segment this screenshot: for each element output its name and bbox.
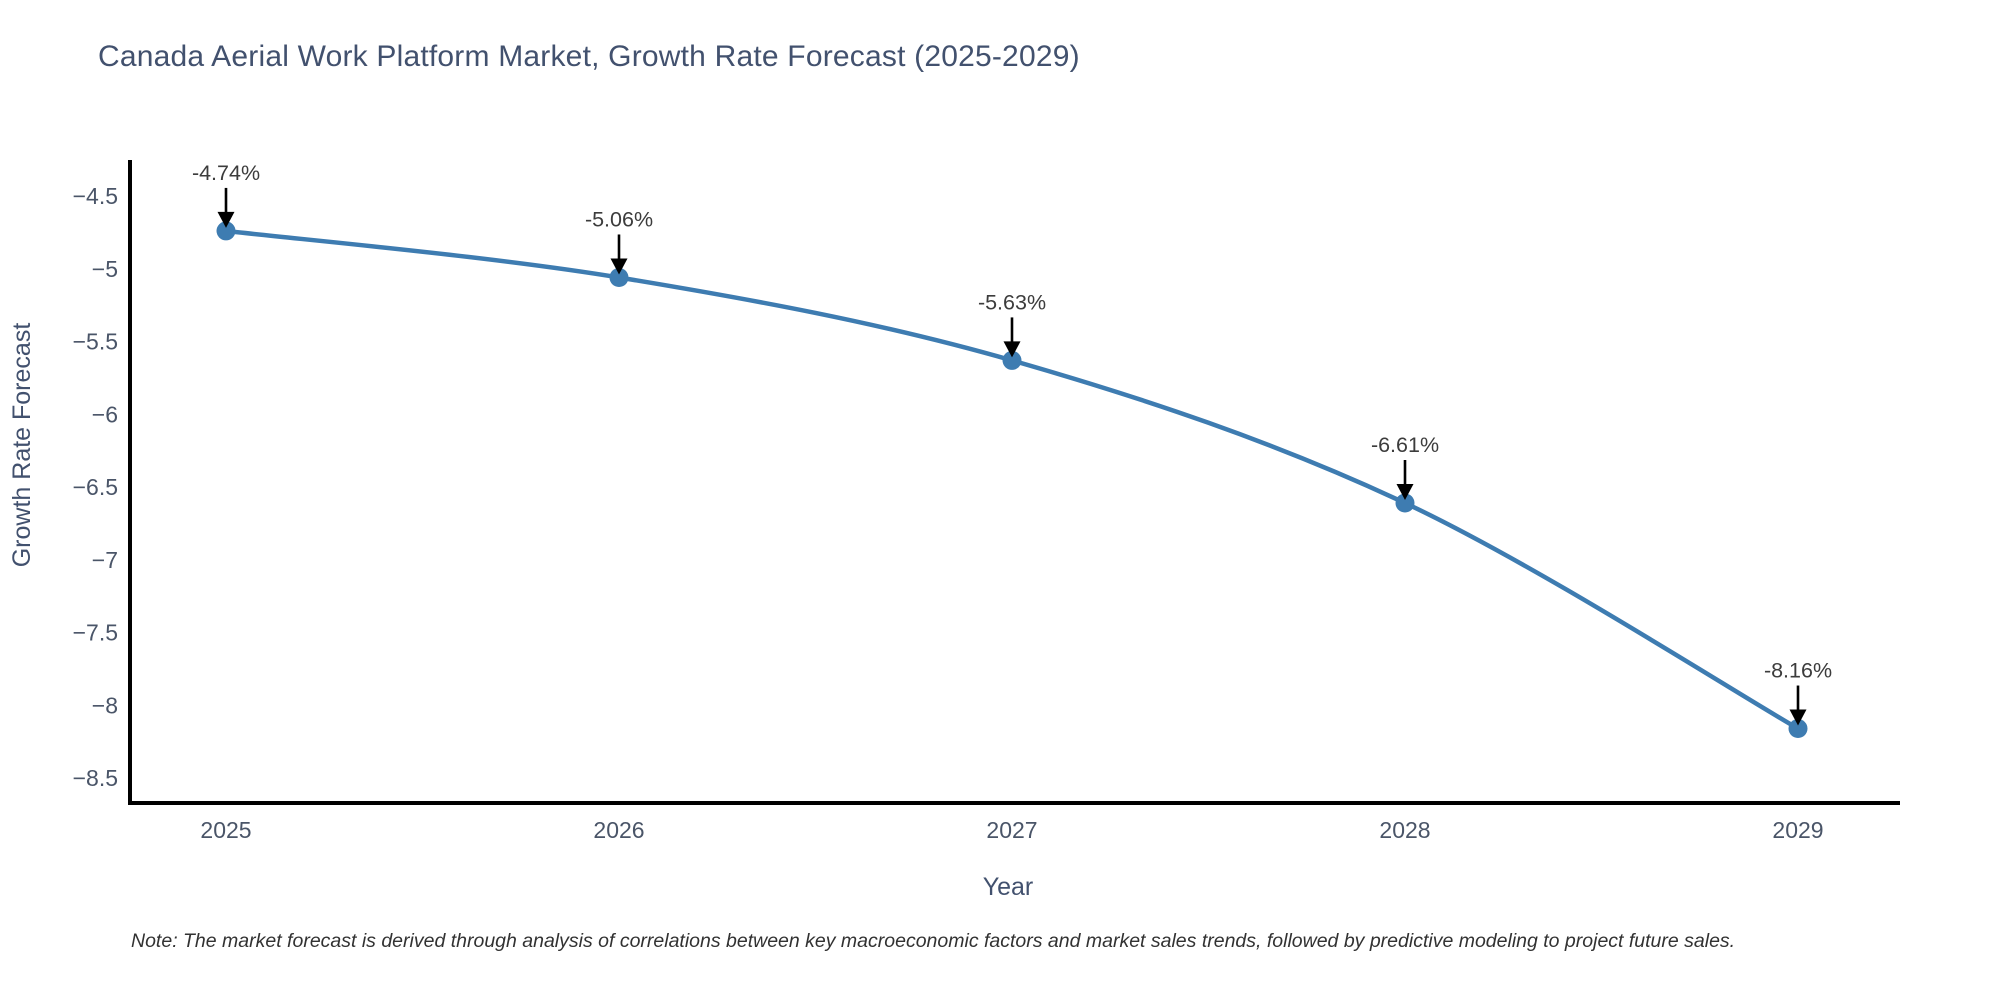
data-point-marker <box>216 221 236 241</box>
annotation-arrowhead-icon <box>217 211 235 228</box>
y-tick-label: −8.5 <box>73 765 118 791</box>
x-tick-label: 2025 <box>200 817 251 843</box>
annotation-arrowhead-icon <box>610 258 628 275</box>
annotation-label: -6.61% <box>1371 433 1439 457</box>
annotation-arrowhead-icon <box>1396 484 1414 501</box>
y-tick-label: −7 <box>92 547 118 573</box>
annotations: -4.74% -5.06% -5.63% -6.61% -8.16% <box>192 161 1832 726</box>
data-point-marker <box>1395 493 1415 513</box>
x-tick-label: 2029 <box>1772 817 1823 843</box>
data-point-marker <box>1788 719 1808 739</box>
axis-lines <box>128 160 1900 805</box>
annotation-label: -8.16% <box>1764 659 1832 683</box>
y-tick-label: −6.5 <box>73 474 118 500</box>
chart-title: Canada Aerial Work Platform Market, Grow… <box>98 40 1080 73</box>
y-axis-ticks: −4.5 −5 −5.5 −6 −6.5 −7 −7.5 −8 −8.5 <box>73 183 118 791</box>
data-point-marker <box>1002 350 1022 370</box>
x-axis-ticks: 2025 2026 2027 2028 2029 <box>200 817 1823 843</box>
y-tick-label: −7.5 <box>73 620 118 646</box>
chart-footnote: Note: The market forecast is derived thr… <box>131 930 1736 952</box>
x-tick-label: 2027 <box>986 817 1037 843</box>
y-tick-label: −4.5 <box>73 183 118 209</box>
x-tick-label: 2028 <box>1379 817 1430 843</box>
data-point-marker <box>609 267 629 287</box>
y-tick-label: −5 <box>92 256 118 282</box>
y-axis-title: Growth Rate Forecast <box>8 323 36 568</box>
annotation-label: -5.06% <box>585 207 653 231</box>
y-tick-label: −6 <box>92 401 118 427</box>
axes <box>128 160 1900 805</box>
x-tick-label: 2026 <box>593 817 644 843</box>
y-tick-label: −5.5 <box>73 329 118 355</box>
x-axis-title: Year <box>983 873 1034 901</box>
annotation-arrowhead-icon <box>1789 709 1807 726</box>
data-point-markers <box>216 221 1808 739</box>
y-tick-label: −8 <box>92 692 118 718</box>
annotation-label: -5.63% <box>978 290 1046 314</box>
annotation-arrowhead-icon <box>1003 341 1021 358</box>
annotation-label: -4.74% <box>192 161 260 185</box>
